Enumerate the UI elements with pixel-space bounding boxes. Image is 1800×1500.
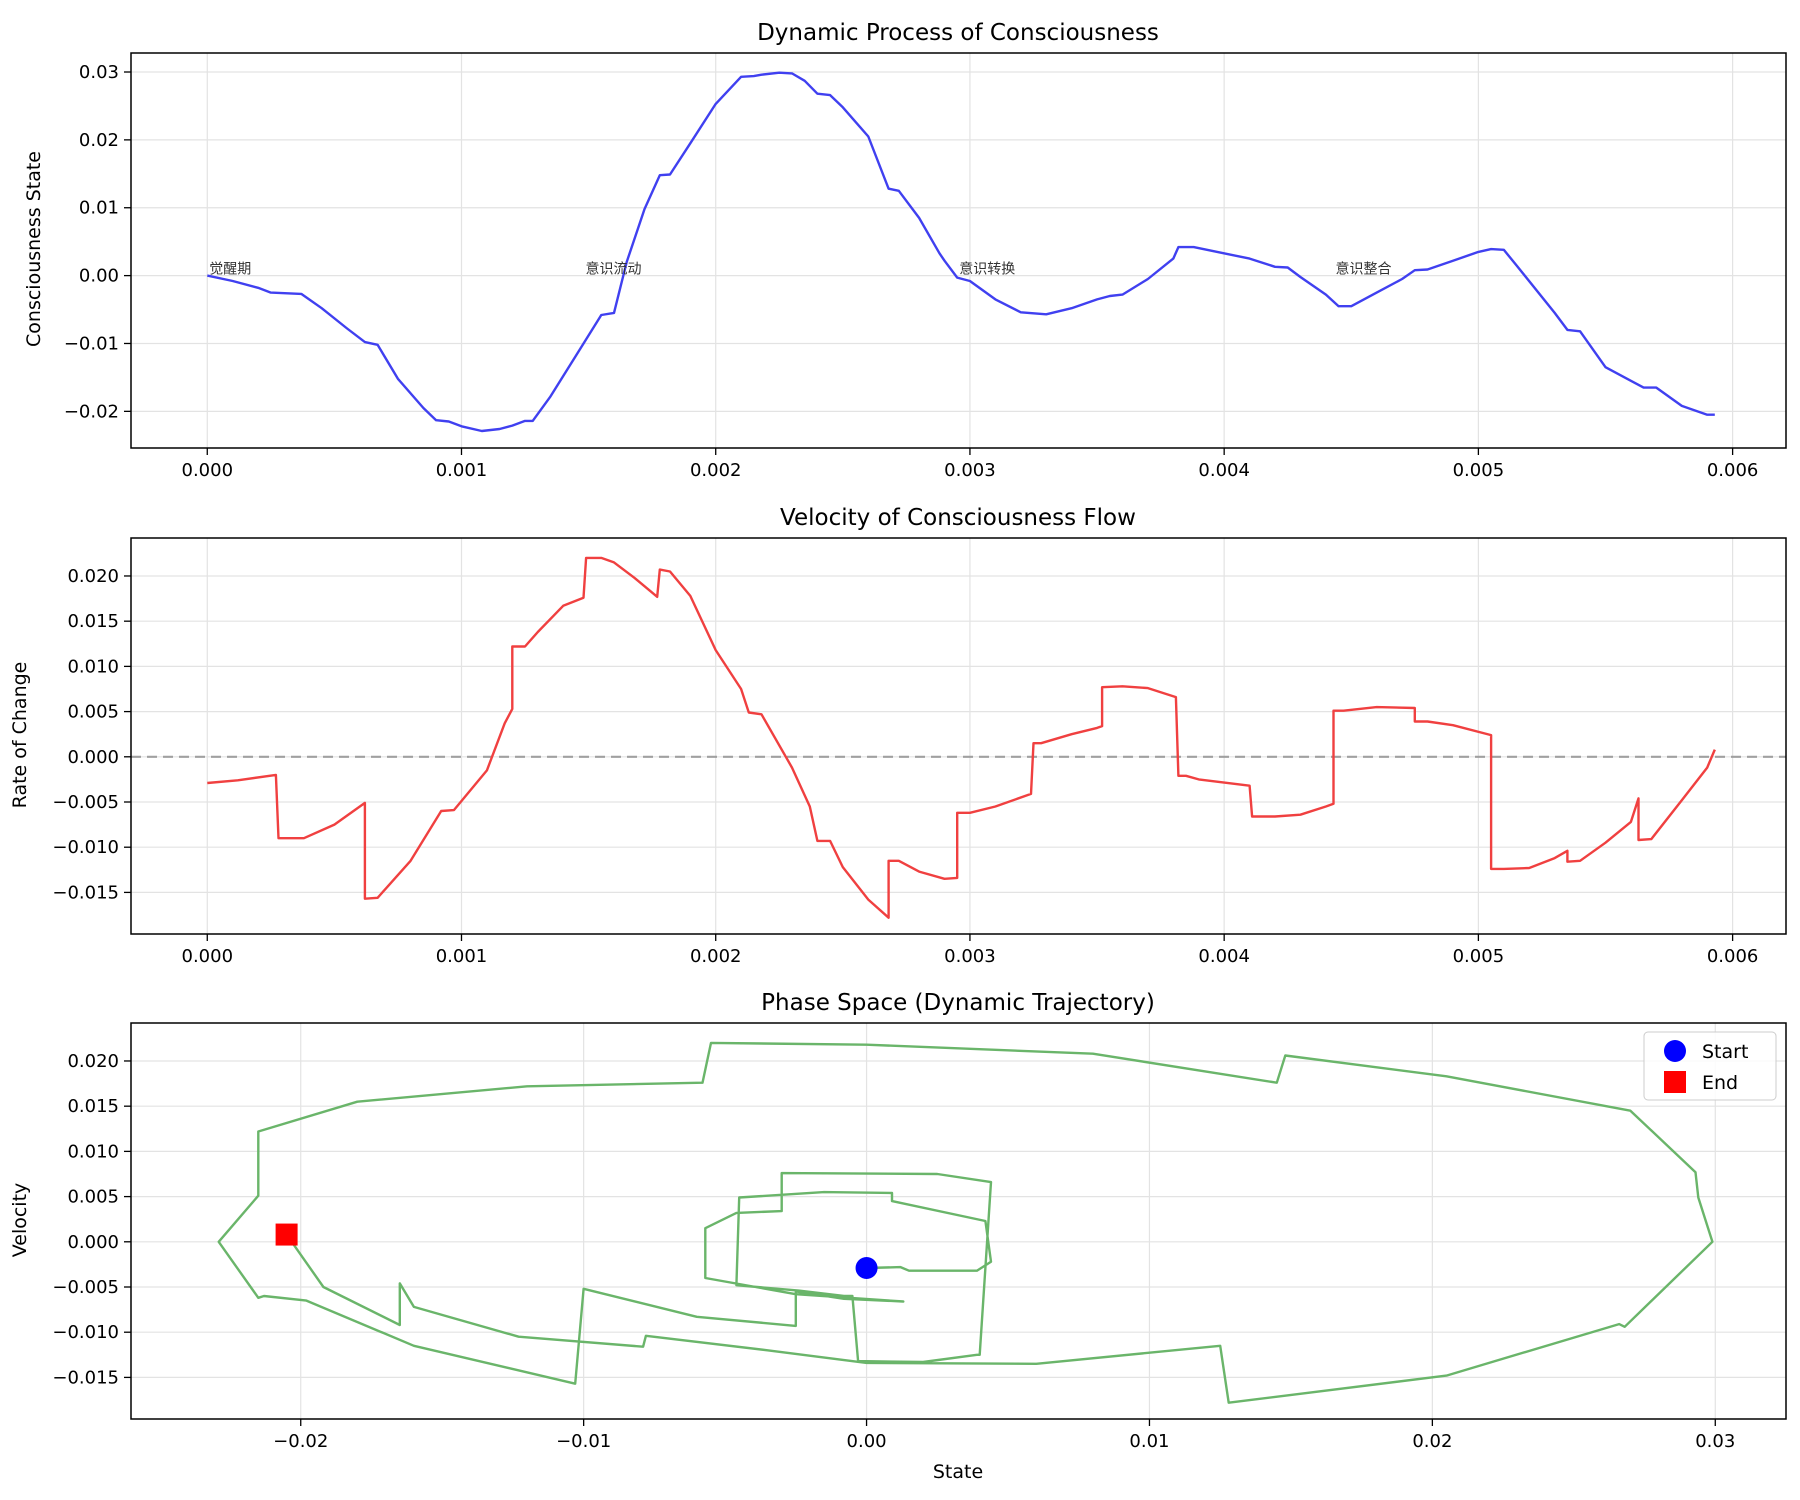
y-tick-label: 0.01	[79, 198, 119, 219]
y-tick-label: 0.020	[67, 566, 119, 587]
x-tick-label: 0.005	[1453, 946, 1505, 967]
state-chart-ylabel: Consciousness State	[23, 151, 45, 347]
x-tick-label: 0.006	[1707, 946, 1759, 967]
y-tick-label: −0.02	[64, 401, 119, 422]
series-line-0	[217, 1041, 1714, 1404]
annotation-label: 意识流动	[586, 261, 642, 278]
legend-start-marker	[1664, 1040, 1686, 1062]
phase-chart-markers	[275, 1223, 878, 1280]
y-tick-label: −0.005	[52, 1277, 119, 1298]
state-chart-grid	[131, 53, 1786, 448]
x-tick-label: 0.003	[944, 946, 996, 967]
start-point-marker	[855, 1257, 878, 1280]
y-tick-label: 0.015	[67, 611, 119, 632]
series-line-0	[207, 556, 1716, 919]
velocity-chart: Velocity of Consciousness Flow Rate of C…	[9, 505, 1787, 967]
y-tick-label: 0.00	[79, 266, 119, 287]
state-chart-frame	[130, 52, 1787, 449]
y-tick-label: 0.03	[79, 62, 119, 83]
x-tick-label: 0.004	[1198, 946, 1250, 967]
x-tick-label: 0.001	[436, 460, 488, 481]
x-tick-label: 0.002	[690, 946, 742, 967]
phase-chart-grid	[131, 1023, 1786, 1419]
y-tick-label: −0.015	[52, 882, 119, 903]
x-tick-label: 0.003	[944, 460, 996, 481]
y-tick-label: 0.02	[79, 130, 119, 151]
y-tick-label: 0.000	[67, 747, 119, 768]
y-tick-label: 0.005	[67, 702, 119, 723]
phase-chart-series	[217, 1041, 1714, 1404]
phase-chart-ylabel: Velocity	[9, 1183, 31, 1258]
y-tick-label: 0.000	[67, 1232, 119, 1253]
x-tick-label: 0.004	[1198, 460, 1250, 481]
state-chart: Dynamic Process of Consciousness Conscio…	[23, 20, 1787, 481]
x-tick-label: −0.02	[273, 1431, 328, 1452]
x-tick-label: 0.006	[1707, 460, 1759, 481]
end-point-marker	[275, 1223, 298, 1246]
phase-chart-legend: Start End	[1643, 1031, 1777, 1101]
x-tick-label: 0.000	[182, 946, 234, 967]
state-chart-ticks: 0.000 0.001 0.002 0.003 0.004 0.005 0.006 −0.02…	[64, 62, 1759, 481]
annotation-label: 觉醒期	[209, 262, 251, 278]
y-tick-label: −0.015	[52, 1367, 119, 1388]
y-tick-label: −0.010	[52, 1322, 119, 1343]
x-tick-label: 0.02	[1412, 1431, 1452, 1452]
phase-chart-title: Phase Space (Dynamic Trajectory)	[761, 990, 1155, 1016]
legend-start-label: Start	[1702, 1041, 1748, 1063]
x-tick-label: −0.01	[556, 1431, 611, 1452]
y-tick-label: 0.010	[67, 656, 119, 677]
annotation-label: 意识整合	[1335, 261, 1391, 278]
y-tick-label: 0.010	[67, 1141, 119, 1162]
state-chart-annotations: 觉醒期 意识流动 意识转换 意识整合	[209, 261, 1391, 278]
velocity-chart-ylabel: Rate of Change	[9, 662, 31, 809]
x-tick-label: 0.005	[1453, 460, 1505, 481]
x-tick-label: 0.00	[847, 1431, 887, 1452]
y-tick-label: −0.010	[52, 837, 119, 858]
series-line-0	[207, 71, 1715, 433]
annotation-label: 意识转换	[959, 261, 1015, 278]
phase-chart-frame	[130, 1022, 1787, 1420]
velocity-chart-series	[207, 556, 1716, 919]
y-tick-label: 0.015	[67, 1096, 119, 1117]
state-chart-title: Dynamic Process of Consciousness	[757, 20, 1159, 46]
state-chart-series	[207, 71, 1715, 433]
legend-end-marker	[1664, 1071, 1686, 1093]
y-tick-label: −0.005	[52, 792, 119, 813]
y-tick-label: 0.020	[67, 1051, 119, 1072]
velocity-chart-title: Velocity of Consciousness Flow	[780, 505, 1136, 531]
phase-chart-xlabel: State	[933, 1461, 983, 1483]
phase-chart-ticks: −0.02 −0.01 0.00 0.01 0.02 0.03 −0.015 −0.010 −0…	[52, 1051, 1735, 1452]
velocity-chart-frame	[130, 537, 1787, 935]
x-tick-label: 0.002	[690, 460, 742, 481]
legend-end-label: End	[1702, 1072, 1738, 1094]
x-tick-label: 0.000	[182, 460, 234, 481]
y-tick-label: 0.005	[67, 1187, 119, 1208]
velocity-chart-ticks: 0.000 0.001 0.002 0.003 0.004 0.005 0.006 −0.01…	[52, 566, 1758, 967]
phase-chart: Phase Space (Dynamic Trajectory) Velocit…	[9, 990, 1787, 1483]
y-tick-label: −0.01	[64, 333, 119, 354]
x-tick-label: 0.01	[1129, 1431, 1169, 1452]
x-tick-label: 0.001	[436, 946, 488, 967]
x-tick-label: 0.03	[1695, 1431, 1735, 1452]
